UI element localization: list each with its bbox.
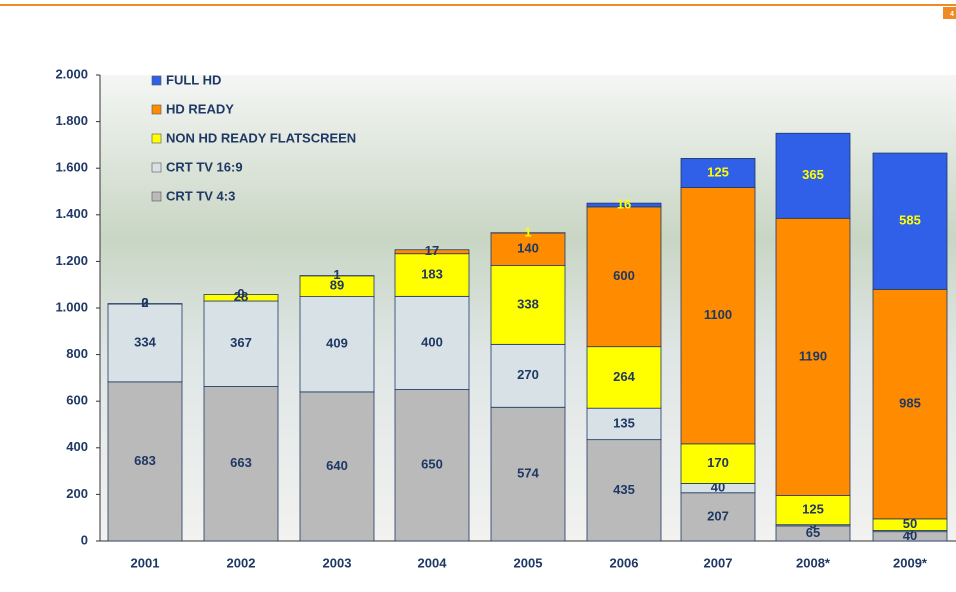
- legend-label: CRT TV 4:3: [166, 188, 235, 203]
- data-label: 1100: [704, 307, 732, 322]
- data-label: 0: [237, 286, 244, 301]
- y-tick-label: 2.000: [55, 66, 88, 81]
- y-tick-label: 200: [66, 486, 88, 501]
- data-label: 17: [425, 243, 439, 258]
- data-label: 1190: [799, 348, 827, 363]
- x-tick-label: 2003: [323, 555, 352, 570]
- data-label: 365: [802, 167, 824, 182]
- data-label: 125: [707, 164, 729, 179]
- data-label: 640: [326, 458, 348, 473]
- y-tick-label: 800: [66, 346, 88, 361]
- data-label: 264: [613, 369, 635, 384]
- data-label: 170: [707, 455, 729, 470]
- y-tick-label: 400: [66, 439, 88, 454]
- legend-swatch: [152, 76, 161, 85]
- data-label: 663: [230, 455, 252, 470]
- y-tick-label: 1.400: [55, 206, 88, 221]
- data-label: 183: [421, 266, 443, 281]
- x-tick-label: 2004: [418, 555, 448, 570]
- page-number: 4: [950, 11, 954, 18]
- data-label: 16: [617, 196, 631, 211]
- data-label: 0: [141, 295, 148, 310]
- legend-swatch: [152, 192, 161, 201]
- data-label: 400: [421, 334, 443, 349]
- data-label: 140: [517, 241, 539, 256]
- data-label: 1: [524, 224, 531, 239]
- legend-swatch: [152, 105, 161, 114]
- data-label: 409: [326, 336, 348, 351]
- y-tick-label: 1.600: [55, 160, 88, 175]
- legend-swatch: [152, 163, 161, 172]
- y-tick-label: 600: [66, 393, 88, 408]
- data-label: 334: [134, 334, 156, 349]
- data-label: 435: [613, 482, 635, 497]
- data-label: 574: [517, 466, 539, 481]
- y-tick-label: 1.000: [55, 299, 88, 314]
- x-tick-label: 2007: [704, 555, 733, 570]
- x-tick-label: 2006: [610, 555, 639, 570]
- legend-label: FULL HD: [166, 72, 221, 87]
- data-label: 585: [899, 213, 921, 228]
- legend-label: HD READY: [166, 101, 234, 116]
- x-tick-label: 2009*: [893, 555, 928, 570]
- data-label: 125: [802, 502, 824, 517]
- data-label: 270: [517, 367, 539, 382]
- data-label: 338: [517, 296, 539, 311]
- data-label: 600: [613, 268, 635, 283]
- data-label: 207: [707, 508, 729, 523]
- x-tick-label: 2008*: [796, 555, 831, 570]
- slide: 4 02004006008001.0001.2001.4001.6001.800…: [0, 0, 956, 587]
- y-tick-label: 0: [81, 532, 88, 547]
- y-tick-label: 1.800: [55, 113, 88, 128]
- data-label: 367: [230, 335, 252, 350]
- data-label: 135: [613, 415, 635, 430]
- legend-label: CRT TV 16:9: [166, 159, 243, 174]
- x-tick-label: 2001: [131, 555, 160, 570]
- data-label: 650: [421, 457, 443, 472]
- legend-swatch: [152, 134, 161, 143]
- x-tick-label: 2002: [227, 555, 256, 570]
- data-label: 1: [333, 267, 340, 282]
- data-label: 985: [899, 396, 921, 411]
- data-label: 683: [134, 453, 156, 468]
- legend-label: NON HD READY FLATSCREEN: [166, 130, 356, 145]
- y-tick-label: 1.200: [55, 253, 88, 268]
- x-tick-label: 2005: [514, 555, 543, 570]
